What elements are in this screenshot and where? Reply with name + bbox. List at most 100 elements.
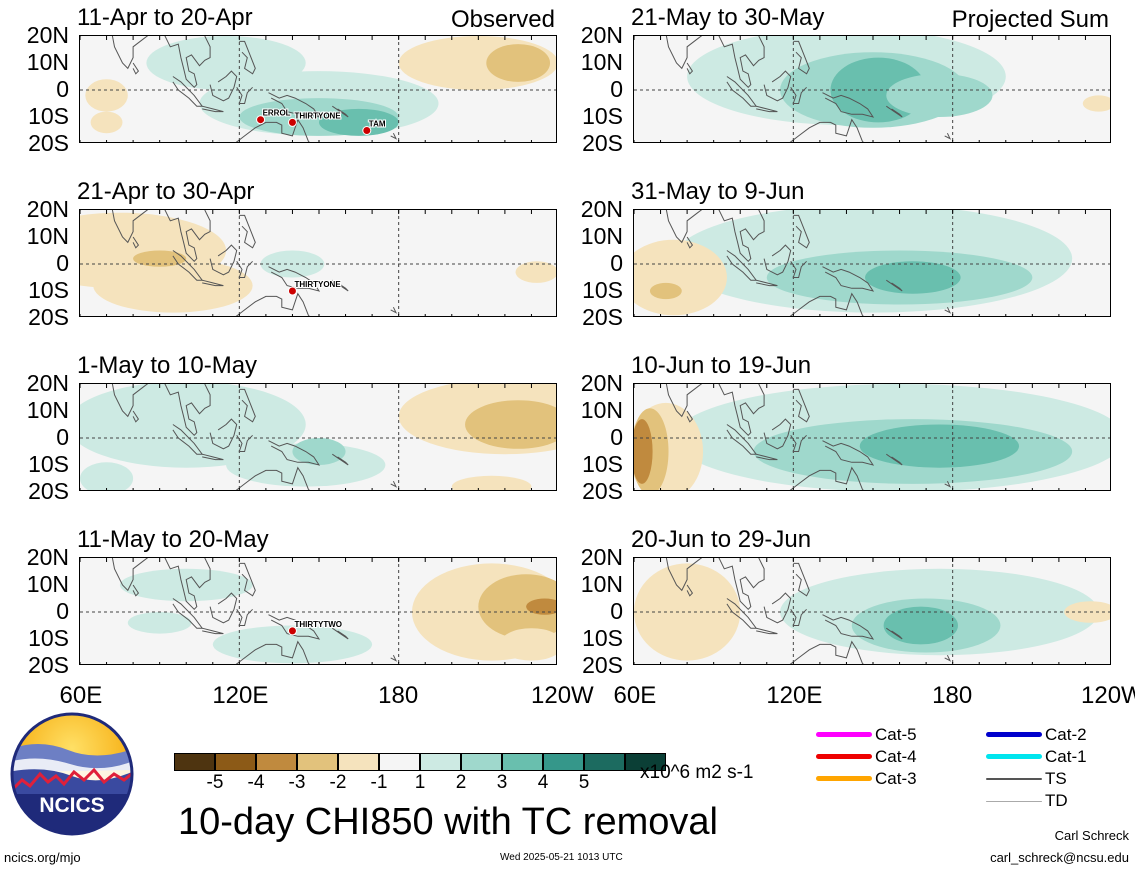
- map-panel: [79, 383, 557, 491]
- latitude-label: 0: [610, 424, 623, 450]
- anomaly-contour: [85, 79, 128, 112]
- coastline: [209, 70, 238, 102]
- coastline: [789, 466, 864, 490]
- latitude-label: 20N: [26, 196, 69, 222]
- footer-timestamp: Wed 2025-05-21 1013 UTC: [500, 852, 623, 863]
- colorbar-swatch: [461, 753, 502, 771]
- latitude-label: 10S: [28, 103, 69, 129]
- anomaly-contour: [212, 625, 373, 664]
- storm-icon: [362, 126, 372, 135]
- latitude-label: 20S: [582, 478, 623, 504]
- anomaly-contour: [486, 44, 551, 82]
- longitude-label: 60E: [59, 682, 103, 709]
- coastline: [793, 388, 810, 423]
- footer-email: carl_schreck@ncsu.edu: [990, 850, 1129, 865]
- storm-name: ERROL: [263, 109, 291, 118]
- coastline: [634, 210, 765, 263]
- latitude-label: 0: [610, 250, 623, 276]
- coastline: [686, 62, 694, 75]
- main-title: 10-day CHI850 with TC removal: [178, 801, 718, 843]
- footer-author: Carl Schreck: [1054, 828, 1129, 843]
- coastline: [202, 105, 224, 113]
- coastline: [209, 244, 238, 276]
- coastline: [332, 105, 349, 118]
- coastline: [236, 608, 253, 626]
- coastline: [390, 132, 398, 140]
- latitude-label: 10N: [580, 571, 623, 597]
- coastline: [268, 614, 321, 640]
- coastline: [80, 210, 211, 263]
- coastline: [239, 40, 256, 75]
- colorbar-tick-label: 1: [414, 772, 426, 793]
- panel-title: 21-May to 30-May: [631, 4, 825, 31]
- coastline: [944, 306, 952, 314]
- anomaly-contour: [634, 419, 653, 484]
- map-canvas: ERROL THIRTYONE TAM: [80, 36, 556, 142]
- colorbar-tick-label: -4: [247, 772, 265, 793]
- legend-label: Cat-4: [875, 747, 917, 766]
- legend-swatch: [986, 732, 1042, 737]
- latitude-label: 10N: [26, 49, 69, 75]
- colorbar-swatch: [174, 753, 215, 771]
- coastline: [944, 654, 952, 662]
- legend-swatch: [986, 754, 1042, 759]
- map-canvas: [634, 210, 1110, 316]
- coastline: [172, 424, 204, 455]
- coastline: [172, 76, 204, 107]
- coastline: [235, 466, 310, 490]
- longitude-label: 120W: [1081, 682, 1135, 709]
- coastline: [332, 453, 349, 466]
- coastline: [822, 440, 875, 466]
- legend-label: Cat-5: [875, 725, 917, 744]
- legend-swatch: [816, 732, 872, 737]
- storm-marker: THIRTYTWO: [287, 619, 343, 636]
- coastline: [793, 214, 810, 249]
- footer-url: ncics.org/mjo: [4, 850, 81, 865]
- coastline: [209, 418, 238, 450]
- anomaly-contour: [93, 258, 253, 313]
- coastline: [944, 480, 952, 488]
- latitude-label: 20S: [28, 478, 69, 504]
- colorbar-swatch: [420, 753, 461, 771]
- latitude-label: 20N: [580, 370, 623, 396]
- map-panel: ERROL THIRTYONE TAM: [79, 35, 557, 143]
- coastline: [268, 440, 321, 466]
- map-panel: THIRTYTWO: [79, 557, 557, 665]
- coastline: [80, 384, 211, 437]
- legend-label: TD: [1045, 791, 1068, 810]
- coastline: [756, 453, 778, 461]
- coastline: [235, 292, 310, 316]
- storm-name: THIRTYTWO: [294, 620, 342, 629]
- map-panel: [633, 35, 1111, 143]
- longitude-label: 60E: [613, 682, 657, 709]
- coastline: [886, 453, 903, 466]
- panel-title: 21-Apr to 30-Apr: [77, 178, 255, 205]
- coastline: [332, 627, 349, 640]
- latitude-label: 0: [56, 76, 69, 102]
- panel-note: Projected Sum: [951, 6, 1109, 33]
- map-canvas: [634, 36, 1110, 142]
- storm-name: TAM: [369, 120, 386, 129]
- anomaly-contour: [478, 574, 556, 639]
- logo-text: NCICS: [39, 794, 104, 817]
- storm-marker: THIRTYONE: [287, 110, 342, 127]
- coastline: [172, 598, 204, 629]
- coastline: [686, 584, 694, 597]
- ncics-logo: NCICS: [8, 710, 136, 838]
- coastline: [132, 62, 140, 75]
- latitude-label: 20N: [26, 544, 69, 570]
- colorbar-swatch: [543, 753, 584, 771]
- map-panel: [633, 209, 1111, 317]
- coastline: [202, 279, 224, 287]
- colorbar-swatch: [215, 753, 256, 771]
- coastline: [132, 410, 140, 423]
- anomaly-contour: [465, 400, 556, 449]
- coastline: [763, 70, 792, 102]
- storm-icon: [287, 117, 297, 127]
- legend-label: Cat-1: [1045, 747, 1087, 766]
- coastline: [822, 614, 875, 640]
- anomaly-contour: [526, 598, 556, 615]
- latitude-label: 10S: [28, 277, 69, 303]
- latitude-label: 20N: [580, 22, 623, 48]
- coastline: [793, 40, 810, 75]
